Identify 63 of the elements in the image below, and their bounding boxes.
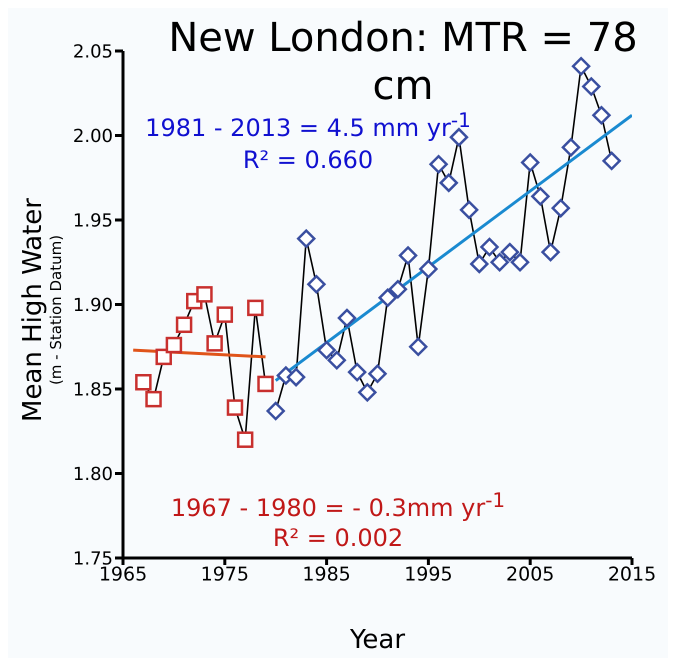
point <box>572 56 590 76</box>
point <box>206 335 223 352</box>
point <box>490 253 509 272</box>
point <box>408 338 428 356</box>
point <box>460 200 478 220</box>
point <box>388 280 408 299</box>
point <box>582 77 601 96</box>
point <box>510 253 530 272</box>
chart-title: New London: MTR = 78 cm <box>168 15 638 109</box>
point <box>562 138 580 157</box>
point <box>470 254 489 274</box>
point <box>176 316 192 334</box>
point <box>592 106 611 124</box>
point <box>429 154 448 174</box>
y-tick-label: 1.80 <box>72 464 113 485</box>
point <box>286 368 306 386</box>
point <box>166 336 182 354</box>
y-tick-label: 1.95 <box>72 210 113 232</box>
y-tick-label: 1.85 <box>72 379 113 400</box>
y-tick-label: 2.00 <box>72 126 113 147</box>
point <box>358 383 377 402</box>
point <box>378 288 397 307</box>
x-tick-label: 2005 <box>506 563 554 586</box>
y-axis-title: Mean High Water (m - Station Datum) <box>18 198 65 422</box>
x-tick-label: 1985 <box>302 563 351 586</box>
y-tick-label: 1.90 <box>72 294 113 316</box>
point <box>419 260 438 278</box>
annotation: 1967 - 1980 = - 0.3mm yr$^{-1}$ <box>170 488 506 522</box>
point <box>602 152 621 170</box>
point <box>398 246 418 265</box>
point <box>480 238 499 256</box>
y-tick-label: 2.05 <box>72 41 113 62</box>
x-tick-label: 1995 <box>404 563 453 586</box>
point <box>196 286 213 303</box>
point <box>135 374 152 390</box>
annotation: R² = 0.660 <box>242 146 374 174</box>
point <box>307 274 326 294</box>
x-tick-label: 1975 <box>200 563 249 586</box>
point <box>541 242 560 262</box>
point <box>348 362 366 382</box>
point <box>531 187 550 206</box>
annotation: R² = 0.002 <box>272 524 404 552</box>
point <box>317 340 336 360</box>
point <box>440 174 458 192</box>
point <box>257 376 274 392</box>
point <box>145 390 162 408</box>
x-tick-label: 2015 <box>608 563 656 586</box>
point <box>500 242 520 262</box>
point <box>266 402 285 420</box>
point <box>338 308 356 328</box>
point <box>247 300 264 316</box>
point <box>450 128 468 146</box>
point <box>296 229 316 248</box>
point <box>551 198 570 218</box>
point <box>368 364 387 384</box>
point <box>520 153 540 172</box>
point <box>216 306 234 323</box>
point <box>236 431 254 448</box>
point <box>155 348 172 366</box>
annotation: 1981 - 2013 = 4.5 mm yr$^{-1}$ <box>145 108 471 142</box>
x-axis-title: Year <box>348 625 406 655</box>
point <box>328 351 346 370</box>
point <box>226 399 244 416</box>
